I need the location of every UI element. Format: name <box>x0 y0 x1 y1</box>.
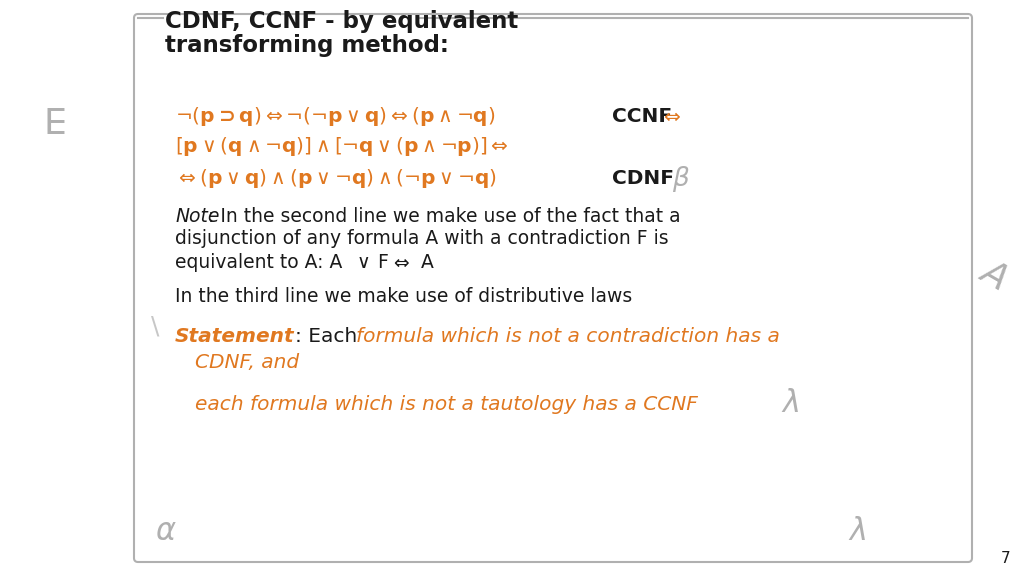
Text: disjunction of any formula A with a contradiction F is: disjunction of any formula A with a cont… <box>175 229 669 248</box>
Text: Statement: Statement <box>175 327 295 346</box>
Text: α: α <box>155 517 175 545</box>
Text: In the third line we make use of distributive laws: In the third line we make use of distrib… <box>175 286 632 305</box>
Text: $\Leftrightarrow (\mathbf{p} \vee \mathbf{q}) \wedge (\mathbf{p} \vee \neg\mathb: $\Leftrightarrow (\mathbf{p} \vee \mathb… <box>175 168 497 191</box>
Text: CDNF, and: CDNF, and <box>195 354 299 373</box>
Text: F: F <box>372 252 395 271</box>
Text: $\neg(\mathbf{p \supset q}) \Leftrightarrow \neg(\neg\mathbf{p} \vee \mathbf{q}): $\neg(\mathbf{p \supset q}) \Leftrightar… <box>175 104 496 127</box>
Text: $\beta$: $\beta$ <box>672 164 690 194</box>
Text: $[\mathbf{p} \vee (\mathbf{q} \wedge \neg\mathbf{q})] \wedge [\neg\mathbf{q} \ve: $[\mathbf{p} \vee (\mathbf{q} \wedge \ne… <box>175 135 509 157</box>
Text: : In the second line we make use of the fact that a: : In the second line we make use of the … <box>208 207 681 225</box>
Text: formula which is not a contradiction has a: formula which is not a contradiction has… <box>356 327 780 346</box>
Text: λ: λ <box>782 389 800 419</box>
FancyBboxPatch shape <box>134 14 972 562</box>
Text: equivalent to A: A: equivalent to A: A <box>175 252 348 271</box>
Text: : Each: : Each <box>295 327 364 346</box>
Text: A: A <box>415 252 434 271</box>
Text: $\vee$: $\vee$ <box>356 252 370 271</box>
Text: $\backslash$: $\backslash$ <box>150 314 160 338</box>
Text: A: A <box>976 255 1014 297</box>
Text: transforming method:: transforming method: <box>165 34 449 57</box>
Text: CDNF, CCNF - by equivalent: CDNF, CCNF - by equivalent <box>165 10 518 33</box>
Text: Note: Note <box>175 207 219 225</box>
Text: λ: λ <box>849 517 867 545</box>
Text: each formula which is not a tautology has a CCNF: each formula which is not a tautology ha… <box>195 395 698 414</box>
Text: CDNF: CDNF <box>612 169 674 188</box>
Text: $\Leftrightarrow$: $\Leftrightarrow$ <box>660 107 682 126</box>
Text: $\Leftrightarrow$: $\Leftrightarrow$ <box>390 252 411 271</box>
Text: CCNF: CCNF <box>612 107 672 126</box>
Text: 7: 7 <box>1000 551 1010 566</box>
Text: ∃: ∃ <box>39 99 61 133</box>
